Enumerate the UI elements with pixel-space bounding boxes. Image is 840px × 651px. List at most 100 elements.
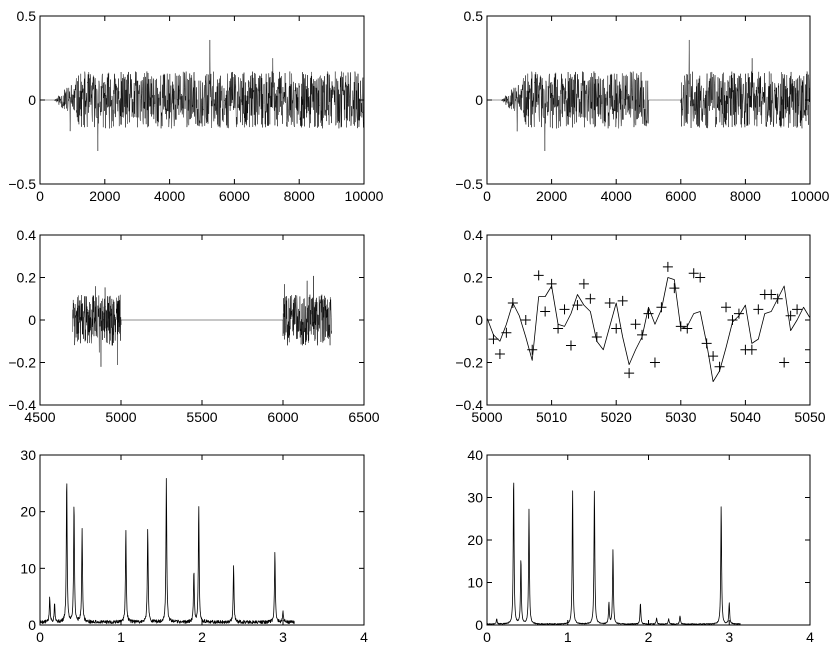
- sample-marker: [527, 344, 538, 355]
- x-tick-label: 4: [806, 629, 814, 645]
- y-tick-label: 0.4: [17, 227, 37, 243]
- x-tick-label: 5050: [794, 409, 825, 425]
- x-tick-label: 0: [483, 188, 491, 204]
- y-tick-label: 40: [467, 447, 483, 463]
- y-tick-label: 0.5: [17, 8, 37, 24]
- sample-marker: [805, 344, 810, 355]
- sample-marker: [533, 270, 544, 281]
- sample-marker: [540, 306, 551, 317]
- axes-frame: [39, 234, 365, 406]
- x-tick-label: 4000: [154, 188, 185, 204]
- sample-marker: [695, 272, 706, 283]
- x-tick-label: 5010: [536, 409, 567, 425]
- axes-frame: [39, 15, 365, 185]
- y-tick-label: −0.4: [8, 397, 36, 413]
- spectrum-trace: [487, 482, 741, 625]
- y-tick-label: 30: [467, 490, 483, 506]
- x-tick-label: 5500: [186, 409, 217, 425]
- sample-marker: [779, 357, 790, 368]
- x-tick-label: 2: [198, 629, 206, 645]
- y-tick-label: 0.5: [464, 8, 484, 24]
- y-tick-label: 0.4: [464, 227, 484, 243]
- sample-marker: [753, 304, 764, 315]
- sample-marker: [578, 278, 589, 289]
- signal-trace: [40, 39, 364, 151]
- sample-marker: [565, 340, 576, 351]
- x-tick-label: 8000: [284, 188, 315, 204]
- sample-marker: [746, 344, 757, 355]
- sample-marker: [585, 293, 596, 304]
- x-tick-label: 5000: [105, 409, 136, 425]
- y-tick-label: 0: [475, 92, 483, 108]
- y-tick-label: 20: [20, 504, 36, 520]
- y-tick-label: 10: [20, 560, 36, 576]
- plot-area: [487, 39, 810, 151]
- y-tick-label: 30: [20, 447, 36, 463]
- y-tick-label: −0.2: [455, 355, 483, 371]
- sample-marker: [682, 323, 693, 334]
- x-tick-label: 10000: [791, 188, 830, 204]
- sample-marker: [591, 332, 602, 342]
- sample-marker: [792, 304, 803, 315]
- sample-marker: [546, 278, 557, 289]
- x-tick-label: 1: [117, 629, 125, 645]
- y-tick-label: 0.2: [17, 270, 37, 286]
- y-tick-label: −0.5: [455, 176, 483, 192]
- x-tick-label: 0: [36, 629, 44, 645]
- plot-area: [487, 482, 741, 625]
- x-tick-label: 5020: [601, 409, 632, 425]
- sample-marker: [675, 321, 686, 332]
- x-tick-label: 2000: [89, 188, 120, 204]
- x-tick-label: 6000: [665, 188, 696, 204]
- sample-marker: [733, 308, 744, 319]
- plot-area: [487, 261, 810, 383]
- y-tick-label: 0: [28, 312, 36, 328]
- sample-marker: [617, 295, 628, 306]
- sample-marker: [785, 310, 796, 321]
- sample-marker: [708, 351, 719, 362]
- panel-spectrum-a: 0 1 2 3 4 0 10 20 30: [20, 447, 368, 645]
- sample-marker: [701, 338, 712, 349]
- sample-marker: [721, 302, 732, 313]
- x-tick-label: 4: [360, 629, 368, 645]
- x-tick-label: 6000: [267, 409, 298, 425]
- x-tick-label: 5030: [665, 409, 696, 425]
- x-tick-label: 6000: [219, 188, 250, 204]
- sample-marker: [611, 323, 622, 334]
- y-tick-label: 0.2: [464, 270, 484, 286]
- axes-frame: [39, 454, 365, 626]
- axes-frame: [486, 234, 811, 406]
- plot-area: [72, 275, 332, 367]
- x-tick-label: 4000: [601, 188, 632, 204]
- sample-marker: [604, 298, 615, 308]
- x-tick-label: 4500: [24, 409, 55, 425]
- y-tick-label: 0: [28, 617, 36, 633]
- sample-marker: [662, 261, 673, 272]
- sample-marker: [572, 300, 583, 311]
- sample-marker: [688, 268, 699, 279]
- plot-area: [40, 477, 295, 625]
- panel-gap-zoom: 4500 5000 5500 6000 6500 −0.4 −0.2 0 0.2 0.4: [8, 227, 379, 425]
- sample-marker: [656, 302, 667, 313]
- sample-marker: [727, 315, 738, 325]
- sample-marker: [624, 368, 635, 379]
- x-tick-label: 2000: [536, 188, 567, 204]
- axes-frame: [486, 454, 811, 626]
- signal-trace: [72, 275, 332, 367]
- sample-marker: [643, 308, 654, 319]
- y-tick-label: 20: [467, 532, 483, 548]
- sample-marker: [630, 319, 641, 330]
- y-tick-label: 0: [475, 617, 483, 633]
- x-tick-label: 3: [725, 629, 733, 645]
- y-tick-label: 0: [28, 92, 36, 108]
- sample-marker: [520, 315, 531, 325]
- sample-marker: [766, 289, 777, 300]
- y-tick-label: 10: [467, 575, 483, 591]
- sample-marker: [501, 327, 512, 338]
- plot-area: [40, 39, 364, 151]
- panel-signal-gap: 0 2000 4000 6000 8000 10000−0.500.5: [455, 8, 829, 204]
- sample-marker: [488, 334, 499, 345]
- panel-reconstruction-zoom: 5000 5010 5020 5030 5040 5050 −0.4 −0.2 0 0.2 0.4: [455, 227, 825, 425]
